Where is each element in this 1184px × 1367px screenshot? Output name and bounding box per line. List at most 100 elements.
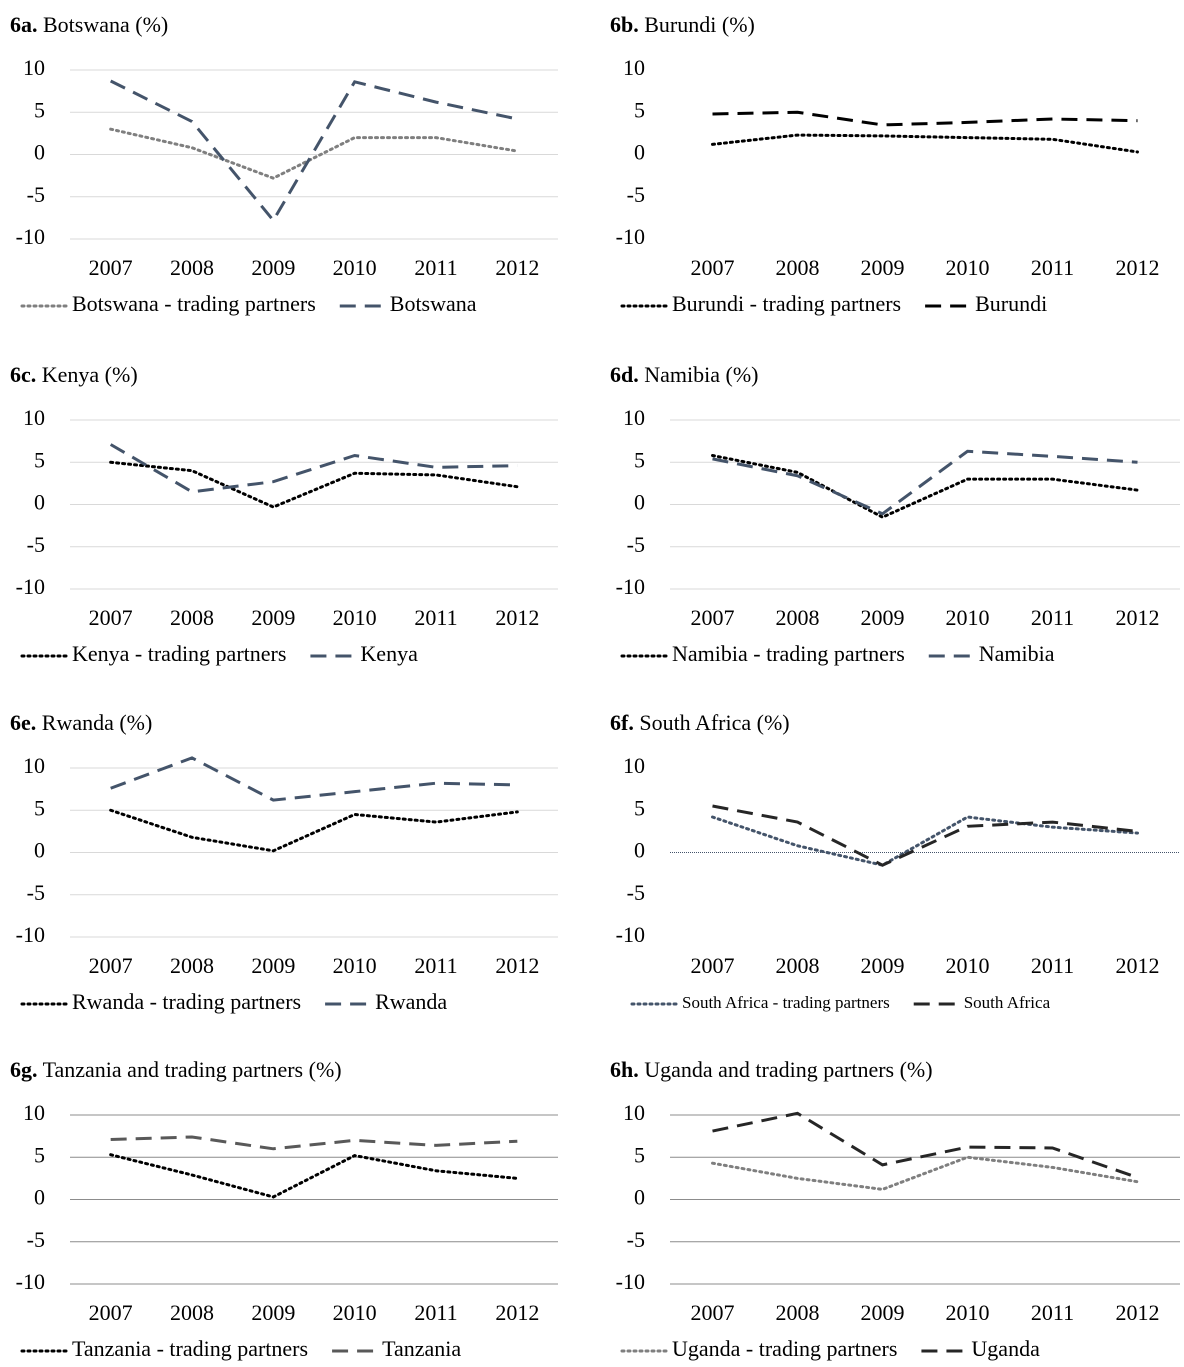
x-tick-label: 2010 (333, 255, 377, 280)
y-tick-label: 0 (34, 838, 45, 863)
y-tick-label: -5 (27, 182, 45, 207)
legend-label: South Africa (964, 993, 1051, 1012)
y-tick-label: -5 (27, 880, 45, 905)
y-tick-label: -10 (16, 922, 45, 947)
series-line (711, 1155, 1139, 1191)
y-tick-label: -5 (627, 182, 645, 207)
y-tick-label: -5 (627, 880, 645, 905)
y-tick-label: -5 (627, 1227, 645, 1252)
chart-title: 6e. Rwanda (%) (10, 710, 152, 735)
title-text: Namibia (%) (644, 362, 758, 387)
x-tick-label: 2012 (1116, 255, 1160, 280)
x-tick-label: 2010 (946, 1300, 990, 1325)
x-tick-label: 2009 (251, 953, 295, 978)
chart-title: 6h. Uganda and trading partners (%) (610, 1057, 933, 1082)
legend-label: South Africa - trading partners (682, 993, 890, 1012)
x-tick-label: 2007 (89, 605, 133, 630)
x-tick-label: 2010 (946, 605, 990, 630)
legend-label: Botswana (390, 291, 477, 316)
x-tick-label: 2007 (89, 1300, 133, 1325)
x-tick-label: 2008 (170, 605, 214, 630)
y-tick-label: 5 (634, 1142, 645, 1167)
panel: 6b. Burundi (%) -10 -5 0 5 10 2007 2008 2009 2010… (610, 12, 1160, 316)
y-tick-label: 5 (634, 447, 645, 472)
chart-title: 6d. Namibia (%) (610, 362, 758, 387)
y-tick-label: -10 (616, 224, 645, 249)
panel-label: 6f. (610, 710, 634, 735)
legend-label: Namibia (979, 641, 1055, 666)
panel-label: 6d. (610, 362, 639, 387)
y-tick-label: 5 (34, 447, 45, 472)
y-tick-label: -10 (616, 574, 645, 599)
x-tick-label: 2007 (89, 255, 133, 280)
x-tick-label: 2009 (861, 1300, 905, 1325)
x-tick-label: 2011 (414, 255, 457, 280)
y-tick-label: 5 (634, 97, 645, 122)
panel-label: 6b. (610, 12, 639, 37)
x-tick-label: 2007 (691, 605, 735, 630)
y-tick-label: 0 (34, 490, 45, 515)
y-tick-label: -10 (616, 1269, 645, 1294)
y-tick-label: 0 (634, 140, 645, 165)
x-tick-label: 2008 (776, 255, 820, 280)
x-tick-label: 2012 (495, 605, 539, 630)
x-tick-label: 2007 (691, 1300, 735, 1325)
panel: 6h. Uganda and trading partners (%) -10 -5… (610, 1057, 1180, 1361)
y-tick-label: 10 (23, 753, 45, 778)
y-tick-label: 0 (634, 1185, 645, 1210)
x-tick-label: 2012 (1116, 605, 1160, 630)
x-tick-label: 2009 (251, 255, 295, 280)
x-tick-label: 2008 (170, 1300, 214, 1325)
panel-label: 6g. (10, 1057, 38, 1082)
title-text: Tanzania and trading partners (%) (43, 1057, 342, 1082)
y-tick-label: 5 (34, 1142, 45, 1167)
y-tick-label: 10 (23, 1100, 45, 1125)
y-tick-label: 0 (34, 1185, 45, 1210)
chart-title: 6a. Botswana (%) (10, 12, 168, 37)
panel: 6g. Tanzania and trading partners (%) -10… (10, 1057, 558, 1361)
chart-title: 6b. Burundi (%) (610, 12, 755, 37)
x-tick-label: 2010 (333, 605, 377, 630)
y-tick-label: 0 (634, 838, 645, 863)
x-tick-label: 2007 (691, 953, 735, 978)
series-line (110, 1135, 518, 1151)
series-line (711, 453, 1139, 519)
title-text: Burundi (%) (644, 12, 755, 37)
panel: 6e. Rwanda (%) -10 -5 0 5 10 2007 2008 2009 2010 2… (10, 710, 558, 1014)
x-tick-label: 2012 (1116, 953, 1160, 978)
legend-label: Burundi - trading partners (672, 291, 901, 316)
x-tick-label: 2007 (691, 255, 735, 280)
x-tick-label: 2008 (170, 953, 214, 978)
panel: 6d. Namibia (%) -10 -5 0 5 10 2007 2008 2009 2010… (610, 362, 1180, 666)
x-tick-label: 2011 (1031, 953, 1074, 978)
panel: 6a. Botswana (%) -10 -5 0 5 10 2007 2008 2009 201… (10, 12, 558, 316)
legend-label: Tanzania - trading partners (72, 1336, 308, 1361)
series-line (109, 443, 518, 494)
title-text: Uganda and trading partners (%) (644, 1057, 932, 1082)
y-tick-label: 10 (23, 55, 45, 80)
series-line (109, 79, 518, 224)
x-tick-label: 2012 (495, 255, 539, 280)
legend-label: Rwanda (375, 989, 447, 1014)
title-text: Rwanda (%) (42, 710, 153, 735)
legend-label: Kenya (360, 641, 418, 666)
series-line (109, 127, 519, 180)
y-tick-label: -10 (16, 224, 45, 249)
legend-label: Botswana - trading partners (72, 291, 316, 316)
title-text: Botswana (%) (43, 12, 168, 37)
y-tick-label: -10 (616, 922, 645, 947)
chart-title: 6f. South Africa (%) (610, 710, 790, 735)
legend-label: Burundi (975, 291, 1047, 316)
panel-label: 6h. (610, 1057, 639, 1082)
x-tick-label: 2012 (495, 953, 539, 978)
panel: 6c. Kenya (%) -10 -5 0 5 10 2007 2008 2009 2010 20… (10, 362, 558, 666)
series-line (109, 460, 519, 509)
y-tick-label: 10 (623, 753, 645, 778)
y-tick-label: 10 (623, 405, 645, 430)
panel-label: 6e. (10, 710, 36, 735)
x-tick-label: 2010 (333, 1300, 377, 1325)
series-line (110, 756, 518, 802)
y-tick-label: 0 (34, 140, 45, 165)
x-tick-label: 2009 (861, 953, 905, 978)
